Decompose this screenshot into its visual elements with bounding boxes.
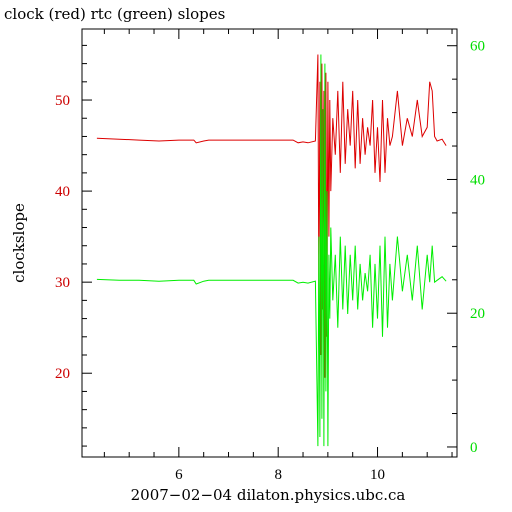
y-left-tick-label: 40 [55, 184, 70, 200]
ticks-layer: 6 8 10 20 30 40 50 0 20 40 60 [55, 29, 485, 483]
series-line-clock [96, 54, 447, 378]
series-layer [96, 54, 447, 447]
x-tick-label: 6 [175, 467, 183, 483]
y-right-tick-label: 0 [470, 440, 478, 456]
y-left-tick-label: 30 [55, 275, 70, 291]
plot-frame [81, 28, 458, 458]
x-axis-label: 2007−02−04 dilaton.physics.ubc.ca [131, 486, 406, 504]
y-axis-label: clockslope [10, 203, 28, 283]
x-tick-label: 10 [370, 467, 385, 483]
y-left-tick-label: 20 [55, 366, 70, 382]
x-tick-label: 8 [274, 467, 282, 483]
y-right-tick-label: 60 [470, 39, 485, 55]
y-right-tick-label: 20 [470, 306, 485, 322]
y-left-tick-label: 50 [55, 93, 70, 109]
y-right-tick-label: 40 [470, 172, 485, 188]
chart-title: clock (red) rtc (green) slopes [4, 5, 225, 23]
series-line-rtc [96, 54, 447, 447]
